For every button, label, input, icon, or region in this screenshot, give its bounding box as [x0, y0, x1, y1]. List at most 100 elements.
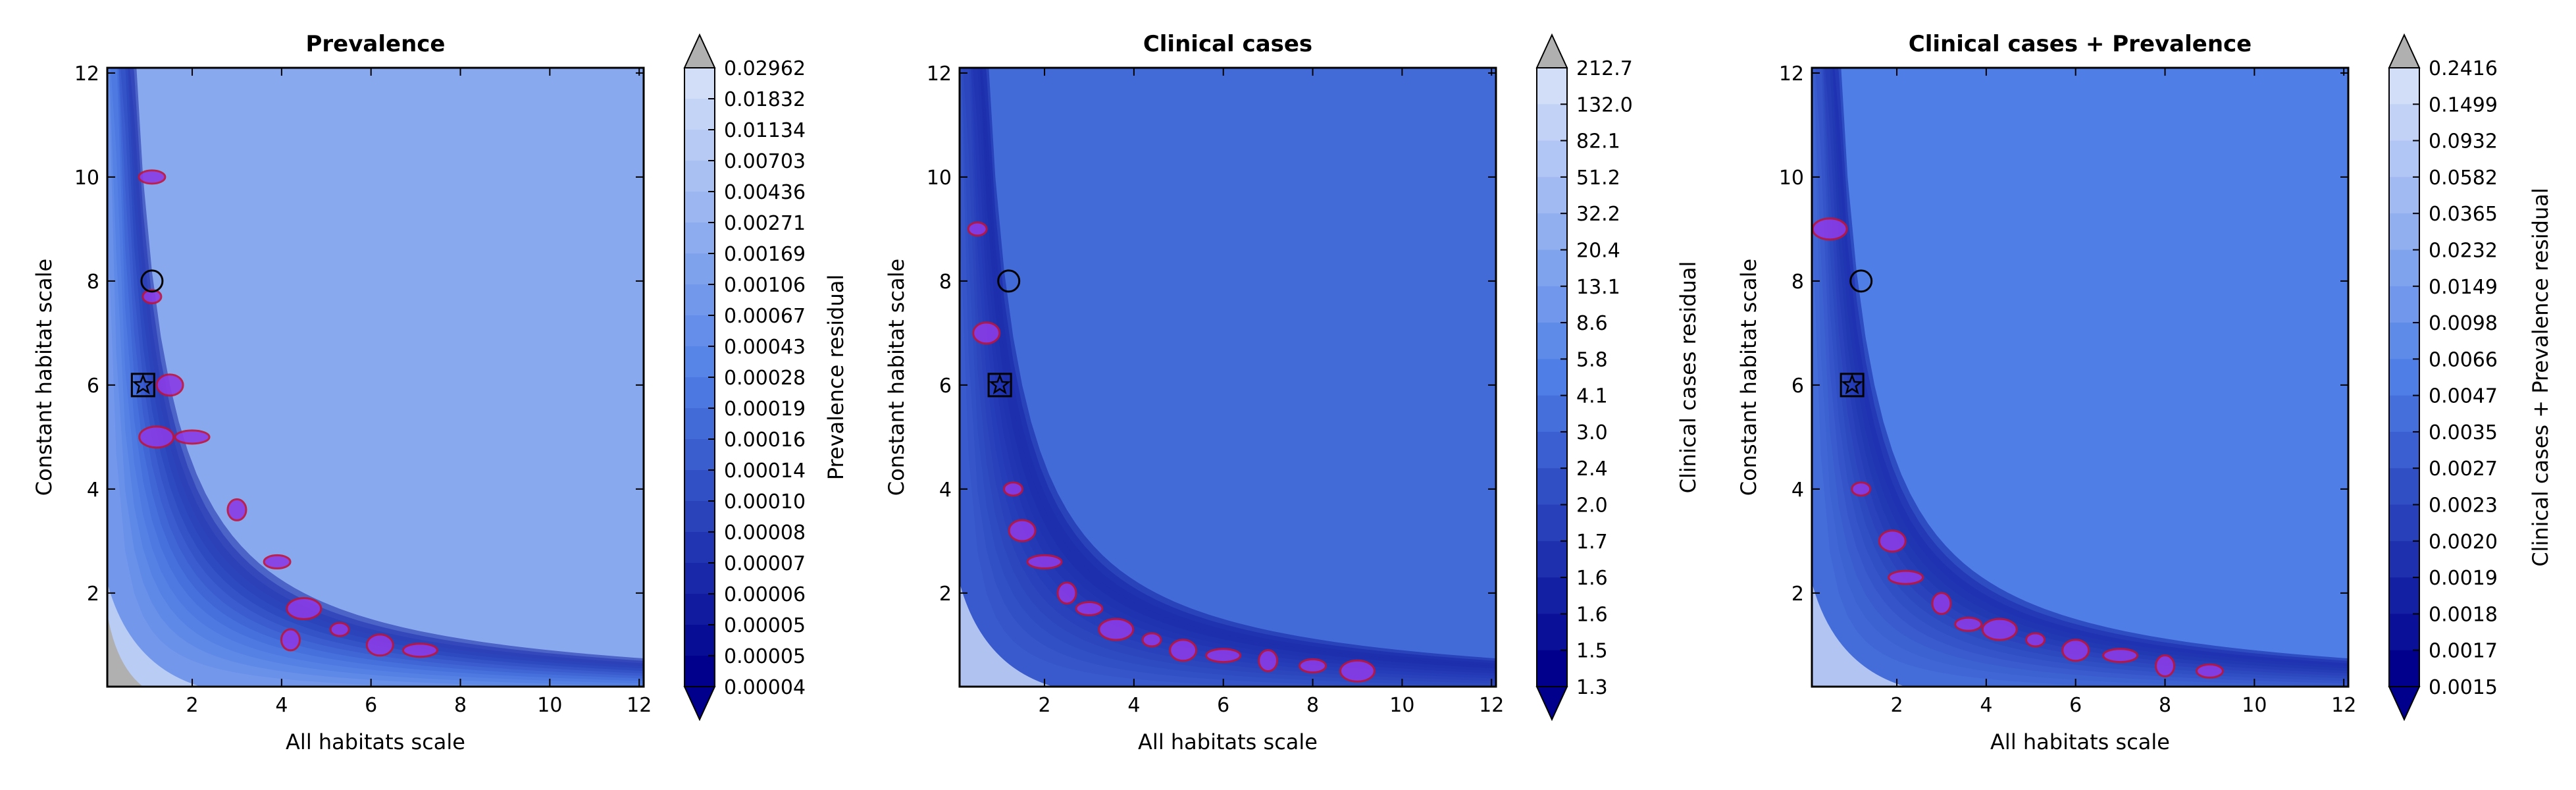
- colorbar-tick-label: 1.6: [1576, 567, 1608, 590]
- colorbar-under-triangle: [683, 686, 716, 722]
- colorbar-segment: [2389, 250, 2419, 287]
- colorbar-tick-label: 0.0015: [2429, 676, 2498, 699]
- colorbar-segment: [2389, 176, 2419, 215]
- colorbar-segment: [684, 439, 715, 471]
- colorbar-segment: [1537, 176, 1567, 215]
- colorbar-segment: [684, 594, 715, 625]
- colorbar-tick-label: 0.00006: [724, 583, 806, 606]
- colorbar-segment: [684, 656, 715, 687]
- heatmap-corner: [107, 583, 201, 687]
- colorbar-tick-label: 0.00008: [724, 521, 806, 544]
- highlight-region: [142, 289, 163, 305]
- x-tick-label: 10: [537, 694, 562, 717]
- heatmap-corner: [960, 583, 1054, 687]
- colorbar-segment: [1537, 104, 1567, 142]
- colorbar-tick-label: 0.00016: [724, 429, 806, 452]
- highlight-region: [1205, 648, 1242, 664]
- highlight-region: [174, 429, 211, 445]
- colorbar-segment: [684, 130, 715, 161]
- x-tick-label: 8: [1306, 694, 1319, 717]
- panel-1: 2 4 6 8 10 12 2 4 6 8 10 12 Prevalence All habitats s…: [32, 31, 652, 754]
- colorbar-tick-label: 5.8: [1576, 348, 1608, 371]
- x-tick-label: 4: [1980, 694, 1992, 717]
- colorbar-segment: [2389, 540, 2419, 579]
- colorbar-tick-label: 0.00005: [724, 614, 806, 637]
- colorbar-tick-label: 132.0: [1576, 93, 1633, 117]
- colorbar-segment: [684, 408, 715, 440]
- highlight-region: [1258, 649, 1279, 673]
- colorbar-tick-label: 0.0018: [2429, 603, 2498, 626]
- colorbar-tick-label: 0.0035: [2429, 421, 2498, 444]
- x-axis-label: All habitats scale: [1138, 729, 1318, 754]
- highlight-region: [263, 554, 292, 569]
- colorbar-segment: [2389, 650, 2419, 687]
- highlight-region: [226, 498, 247, 521]
- colorbar-segment: [684, 563, 715, 594]
- colorbar-segment: [2389, 140, 2419, 178]
- x-tick-label: 10: [1389, 694, 1414, 717]
- heatmap-band: [960, 211, 1268, 687]
- heatmap-band: [960, 68, 1398, 687]
- colorbar-tick-label: 0.00019: [724, 398, 806, 421]
- colorbar-segment: [2389, 359, 2419, 396]
- y-tick-label: 12: [927, 63, 952, 86]
- y-tick-label: 4: [939, 479, 952, 502]
- colorbar-tick-label: 0.0027: [2429, 458, 2498, 481]
- chart-title: Clinical cases: [1143, 31, 1312, 57]
- colorbar-tick-label: 0.00106: [724, 274, 806, 297]
- axes-frame: [958, 66, 1497, 688]
- y-tick-label: 8: [939, 271, 952, 294]
- colorbar-tick-label: 0.0047: [2429, 385, 2498, 408]
- highlight-region: [365, 633, 394, 657]
- colorbar-label: Clinical cases + Prevalence residual: [2528, 188, 2553, 566]
- highlight-region: [1169, 639, 1198, 662]
- colorbar-tick-label: 0.00004: [724, 676, 806, 699]
- star-marker: [132, 373, 154, 395]
- x-tick-label: 4: [1127, 694, 1140, 717]
- colorbar-tick-label: 1.3: [1576, 676, 1608, 699]
- chart-title: Prevalence: [306, 31, 446, 57]
- colorbar-segment: [1537, 323, 1567, 360]
- colorbar-tick-label: 0.0066: [2429, 348, 2498, 371]
- colorbar-tick-label: 0.00043: [724, 336, 806, 359]
- x-tick-label: 8: [2159, 694, 2171, 717]
- colorbar-tick-label: 3.0: [1576, 421, 1608, 444]
- highlight-region: [280, 628, 301, 652]
- highlight-region: [329, 621, 350, 637]
- colorbar-segment: [684, 99, 715, 130]
- colorbar-segment: [684, 377, 715, 409]
- star-marker: [1841, 373, 1863, 395]
- colorbar-segment: [684, 625, 715, 656]
- highlight-region: [1851, 481, 1872, 497]
- colorbar-tick-label: 51.2: [1576, 167, 1620, 190]
- highlight-region: [972, 321, 1001, 345]
- colorbar-tick-label: 1.5: [1576, 640, 1608, 663]
- y-tick-label: 4: [1791, 479, 1804, 502]
- heatmap-band: [1812, 211, 2121, 687]
- colorbar-frame: [1536, 67, 1568, 687]
- x-tick-label: 6: [365, 694, 377, 717]
- y-tick-label: 12: [74, 63, 99, 86]
- y-axis-label: Constant habitat scale: [884, 259, 909, 496]
- colorbar-segment: [1537, 213, 1567, 251]
- highlight-region: [155, 373, 184, 397]
- colorbar-tick-label: 20.4: [1576, 239, 1620, 262]
- colorbar-segment: [2389, 323, 2419, 360]
- panel-3: 2 4 6 8 10 12 2 4 6 8 10 12 Clinical cases + Prevale…: [1736, 31, 2356, 754]
- y-tick-label: 2: [939, 583, 952, 606]
- y-tick-label: 4: [87, 479, 99, 502]
- colorbar-segment: [684, 223, 715, 254]
- colorbar-label: Prevalence residual: [823, 275, 848, 481]
- highlight-region: [1056, 581, 1077, 605]
- y-axis-label: Constant habitat scale: [1736, 259, 1761, 496]
- colorbar-segment: [684, 501, 715, 533]
- colorbar-segment: [1537, 395, 1567, 433]
- colorbar-segment: [684, 284, 715, 316]
- colorbar-tick-label: 0.0232: [2429, 239, 2498, 262]
- highlight-region: [1026, 554, 1063, 569]
- colorbar-segment: [2389, 286, 2419, 324]
- colorbar-tick-label: 0.0365: [2429, 203, 2498, 226]
- x-tick-label: 4: [275, 694, 288, 717]
- star-marker: [989, 373, 1011, 395]
